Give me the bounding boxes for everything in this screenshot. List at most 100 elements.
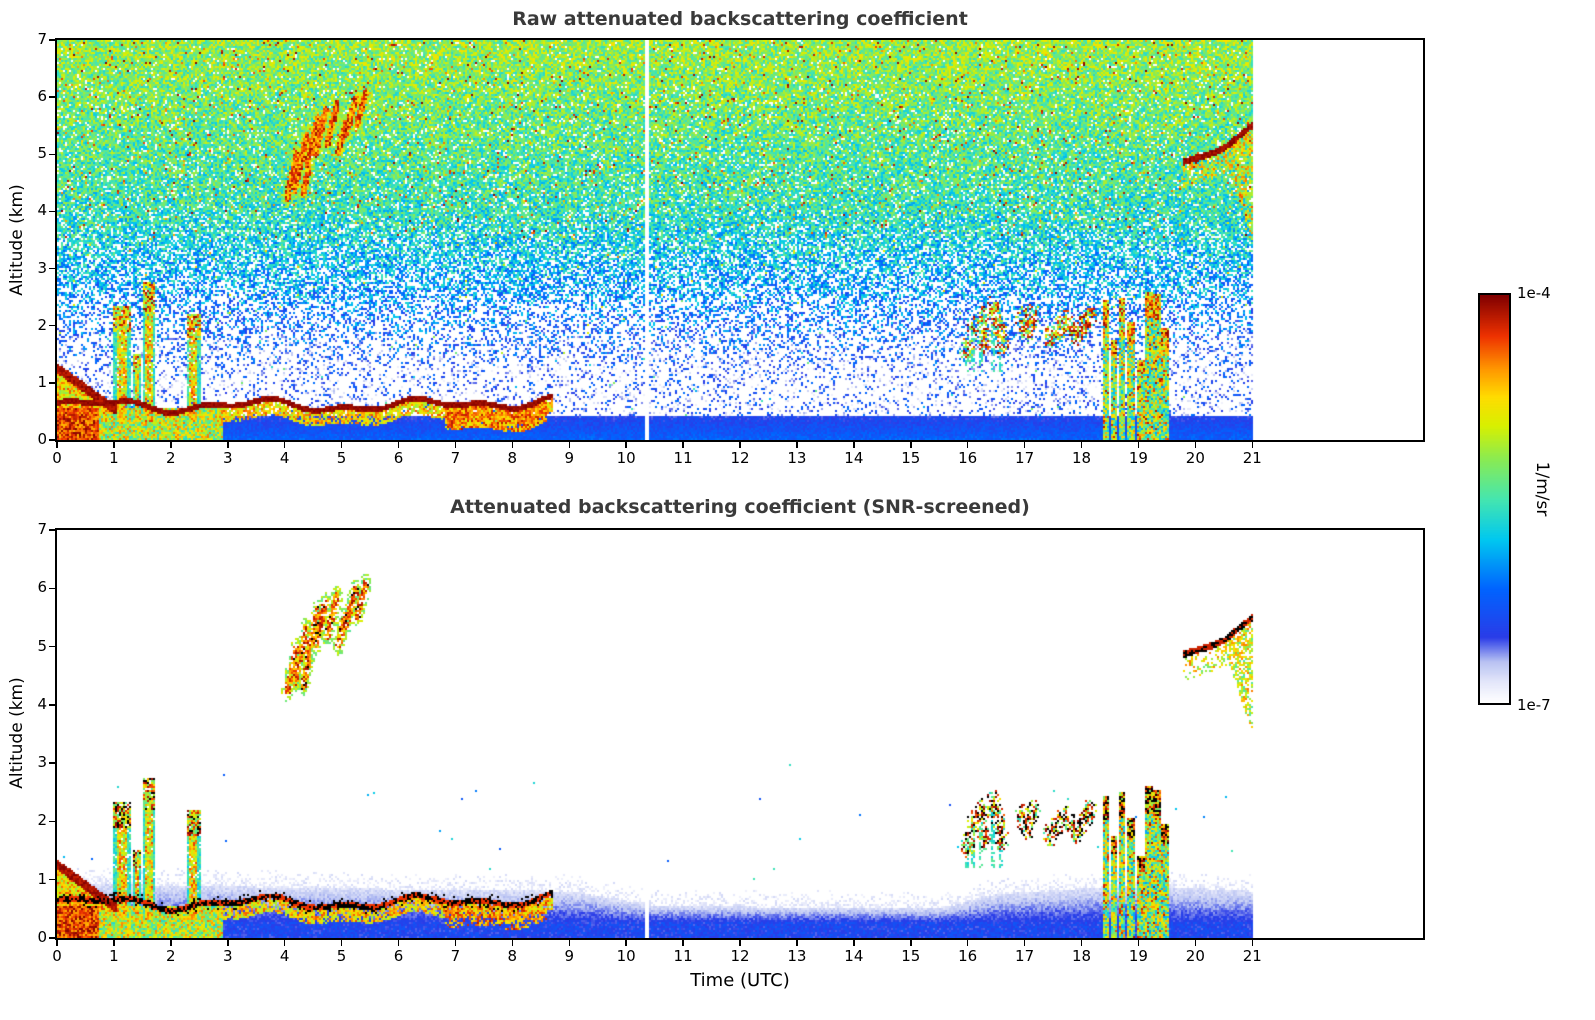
x-tick-label: 17 (1015, 947, 1035, 965)
y-tick-label: 5 (37, 636, 47, 655)
y-tick-mark (49, 153, 55, 156)
x-tick-mark (1251, 940, 1253, 946)
x-tick-label: 20 (1185, 947, 1205, 965)
x-tick-mark (397, 442, 400, 448)
raw-panel-title: Raw attenuated backscattering coefficien… (512, 8, 968, 30)
x-tick-label: 6 (393, 947, 404, 965)
x-tick-mark (910, 940, 912, 946)
x-tick-mark (340, 442, 343, 448)
x-tick-mark (1023, 940, 1026, 946)
y-tick-label: 7 (37, 30, 47, 48)
x-tick-mark (853, 940, 855, 946)
x-tick-label: 8 (507, 449, 518, 467)
x-tick-mark (568, 940, 570, 946)
raw-heatmap (57, 40, 1423, 440)
y-tick-mark (49, 39, 55, 41)
x-tick-label: 17 (1015, 449, 1035, 467)
x-tick-label: 10 (616, 449, 636, 467)
x-tick-mark (796, 442, 798, 448)
y-tick-label: 6 (37, 87, 47, 106)
y-tick-mark (49, 587, 55, 590)
x-tick-label: 11 (673, 449, 693, 467)
y-tick-mark (49, 210, 55, 213)
x-tick-label: 5 (336, 449, 347, 467)
x-tick-label: 7 (450, 947, 461, 965)
x-tick-label: 18 (1071, 449, 1092, 467)
x-tick-mark (511, 442, 514, 448)
raw-panel-axes (55, 38, 1425, 442)
y-tick-label: 7 (37, 520, 47, 538)
y-tick-label: 3 (37, 258, 47, 277)
x-tick-mark (739, 940, 741, 946)
colorbar (1478, 293, 1511, 705)
x-tick-mark (113, 442, 115, 448)
x-tick-label: 0 (52, 449, 62, 467)
x-tick-label: 13 (787, 449, 807, 467)
y-tick-mark (49, 762, 55, 764)
y-tick-label: 2 (37, 811, 47, 830)
y-tick-label: 4 (37, 694, 47, 713)
x-tick-mark (340, 940, 343, 946)
x-tick-mark (1080, 940, 1083, 946)
x-tick-mark (1080, 442, 1083, 448)
x-tick-label: 12 (730, 947, 750, 965)
colorbar-gradient (1480, 295, 1509, 703)
y-tick-mark (49, 704, 55, 706)
y-tick-label: 0 (37, 430, 47, 448)
x-tick-label: 15 (901, 947, 921, 965)
y-tick-mark (49, 645, 55, 648)
x-tick-label: 21 (1242, 947, 1262, 965)
x-tick-mark (910, 442, 912, 448)
x-tick-label: 10 (616, 947, 636, 965)
x-tick-label: 7 (450, 449, 461, 467)
x-tick-mark (170, 442, 172, 448)
x-tick-label: 13 (787, 947, 807, 965)
x-tick-mark (56, 442, 58, 448)
x-tick-label: 4 (279, 947, 290, 965)
x-tick-label: 5 (336, 947, 347, 965)
x-tick-label: 19 (1128, 947, 1148, 965)
x-tick-label: 4 (279, 449, 290, 467)
colorbar-max-label: 1e-4 (1517, 284, 1551, 302)
y-tick-label: 1 (37, 372, 47, 391)
x-tick-label: 12 (730, 449, 750, 467)
x-tick-mark (227, 940, 229, 946)
y-tick-mark (49, 382, 55, 384)
x-tick-mark (1194, 442, 1197, 448)
x-tick-mark (283, 940, 286, 946)
x-tick-mark (397, 940, 400, 946)
x-tick-mark (625, 442, 627, 448)
x-tick-label: 19 (1128, 449, 1148, 467)
x-tick-mark (113, 940, 115, 946)
x-tick-label: 18 (1071, 947, 1092, 965)
y-tick-mark (49, 267, 55, 270)
colorbar-min-label: 1e-7 (1517, 696, 1551, 714)
y-tick-label: 3 (37, 753, 47, 772)
x-tick-label: 3 (222, 449, 233, 467)
x-axis-label: Time (UTC) (690, 970, 790, 991)
x-tick-label: 0 (52, 947, 62, 965)
x-tick-mark (1194, 940, 1197, 946)
x-tick-label: 6 (393, 449, 404, 467)
x-tick-label: 8 (507, 947, 518, 965)
x-tick-label: 21 (1242, 449, 1262, 467)
y-tick-mark (49, 529, 55, 531)
x-tick-label: 1 (109, 449, 119, 467)
y-tick-label: 1 (37, 869, 47, 888)
y-tick-label: 5 (37, 144, 47, 163)
x-tick-mark (1137, 442, 1140, 448)
screened-panel-title: Attenuated backscattering coefficient (S… (450, 496, 1030, 518)
x-tick-mark (625, 940, 627, 946)
x-tick-mark (454, 442, 457, 448)
x-tick-mark (966, 940, 969, 946)
x-tick-label: 20 (1185, 449, 1205, 467)
x-tick-mark (853, 442, 855, 448)
colorbar-units-label: 1/m/sr (1532, 461, 1552, 517)
screened-panel-axes (55, 528, 1425, 940)
y-tick-mark (49, 439, 55, 441)
x-tick-mark (511, 940, 514, 946)
y-tick-label: 0 (37, 928, 47, 946)
x-tick-label: 14 (844, 947, 864, 965)
x-tick-mark (227, 442, 229, 448)
y-tick-mark (49, 937, 55, 939)
